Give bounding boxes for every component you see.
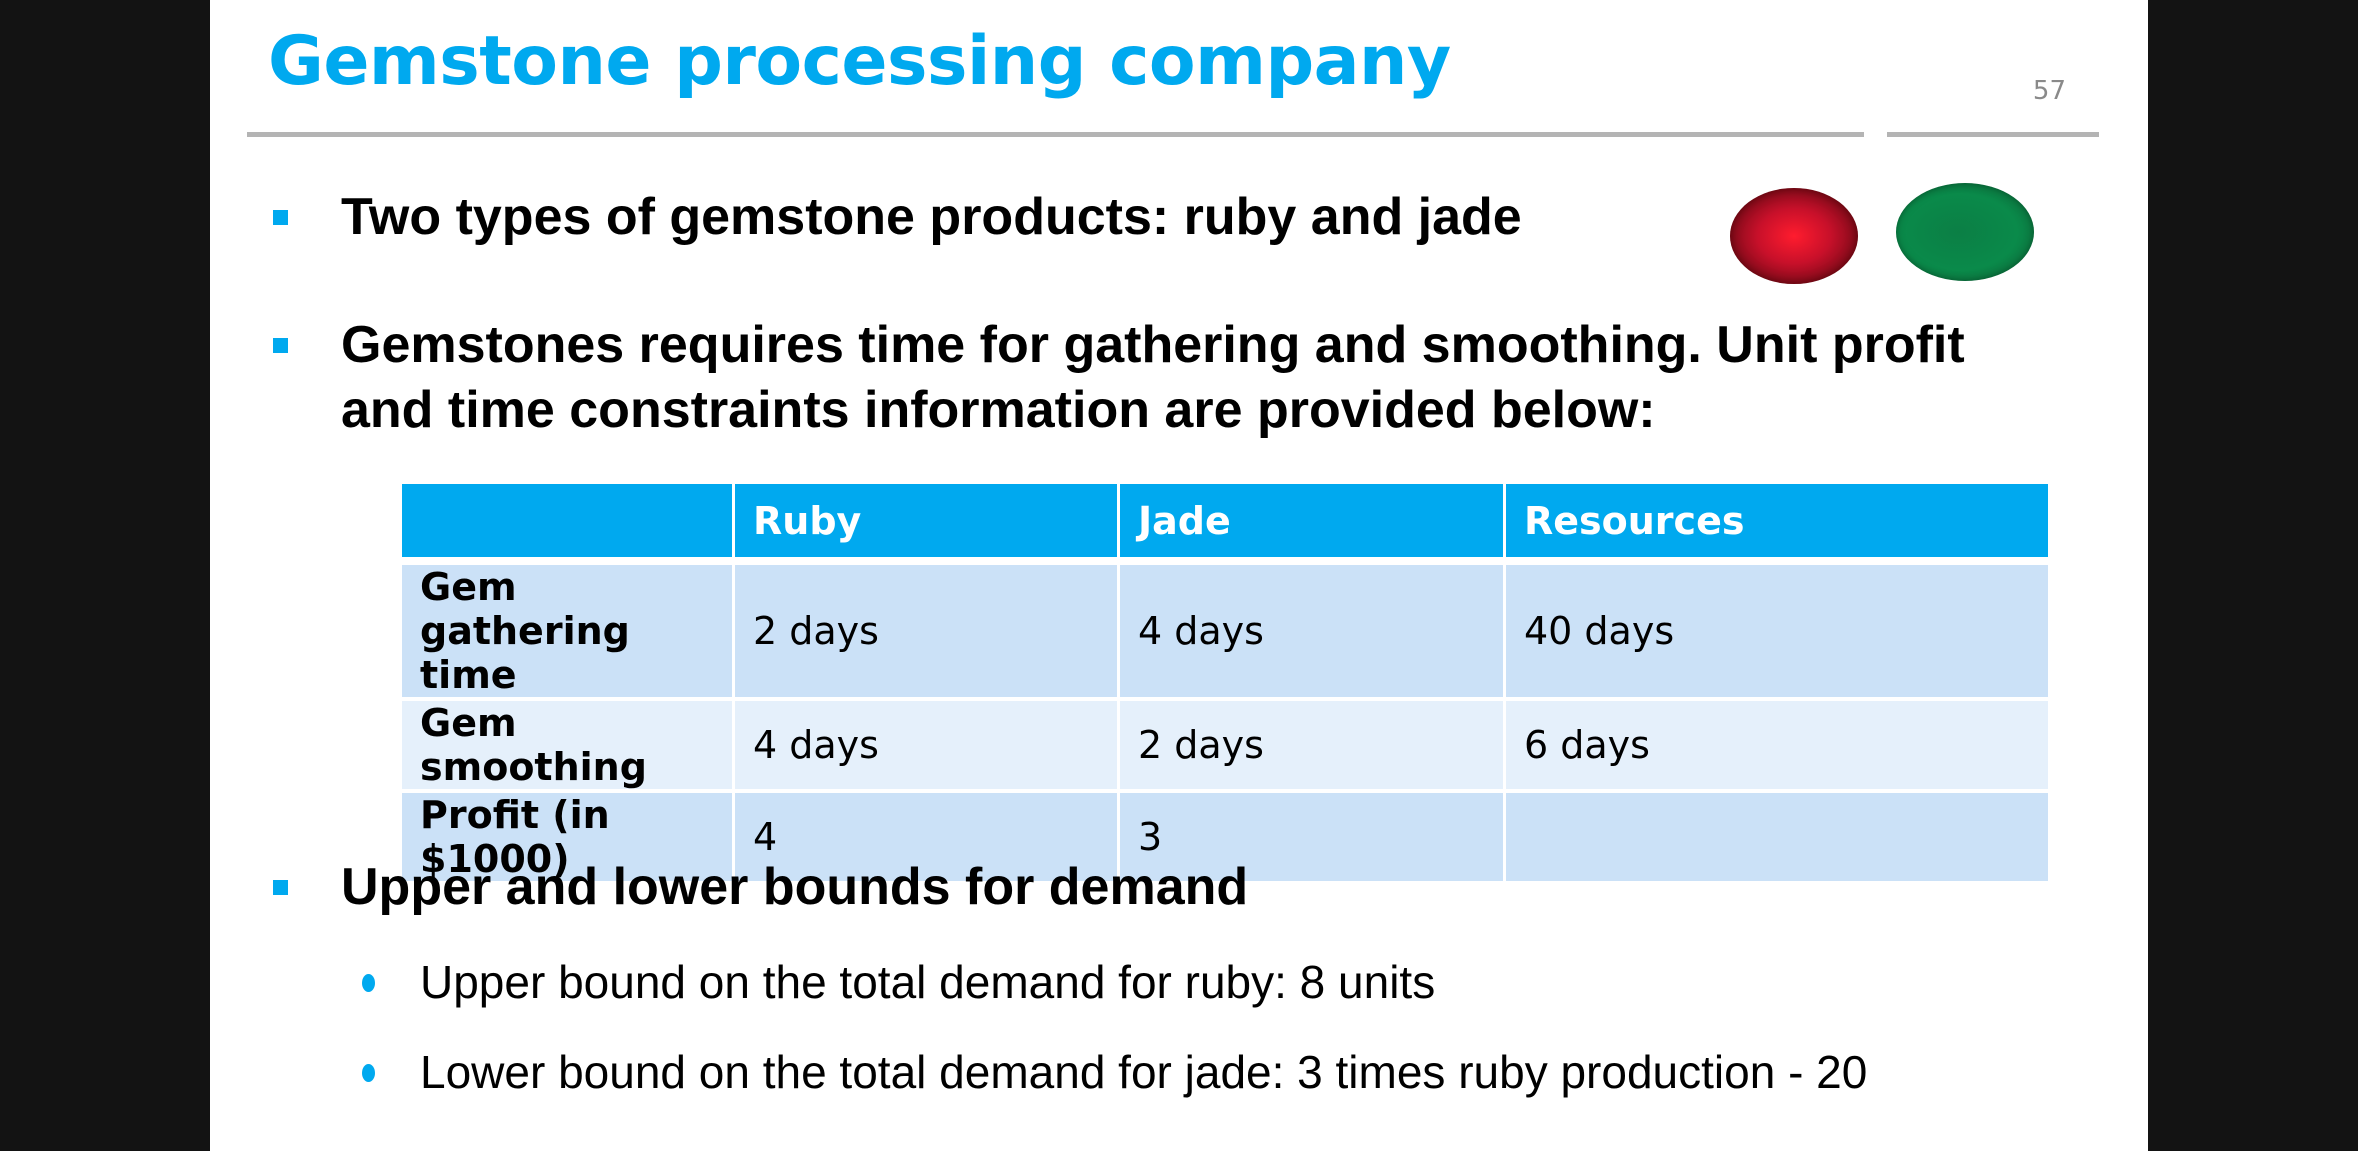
bullet-text: Upper and lower bounds for demand bbox=[341, 858, 1249, 916]
bullet-text-line-1: Gemstones requires time for gathering an… bbox=[341, 316, 1965, 374]
table-header-cell: Jade bbox=[1117, 484, 1505, 565]
table-cell: 3 bbox=[1117, 791, 1505, 885]
sub-bullet-text: Lower bound on the total demand for jade… bbox=[420, 1046, 1868, 1098]
table-header-row: Ruby Jade Resources bbox=[402, 484, 2048, 565]
table-row: Gem gathering time 2 days 4 days 40 days bbox=[402, 561, 2048, 701]
table-cell: 4 days bbox=[732, 699, 1119, 793]
table-header-cell: Resources bbox=[1503, 484, 2048, 565]
row-label: Gem gathering time bbox=[402, 561, 734, 701]
page-number: 57 bbox=[2032, 76, 2066, 106]
table-header-cell bbox=[402, 484, 734, 565]
ruby-gem-image bbox=[1730, 188, 1858, 284]
table-row: Gem smoothing 4 days 2 days 6 days bbox=[402, 699, 2048, 793]
square-bullet-icon bbox=[273, 880, 288, 895]
square-bullet-icon bbox=[273, 338, 288, 353]
dot-bullet-icon bbox=[362, 1064, 375, 1082]
table-cell: 6 days bbox=[1503, 699, 2048, 793]
dot-bullet-icon bbox=[362, 974, 375, 992]
title-divider bbox=[247, 132, 1864, 137]
slide: Gemstone processing company 57 Two types… bbox=[210, 0, 2148, 1151]
page-number-divider bbox=[1887, 132, 2099, 137]
sub-bullet-text: Upper bound on the total demand for ruby… bbox=[420, 956, 1436, 1008]
page-title: Gemstone processing company bbox=[268, 22, 1451, 101]
row-label: Profit (in $1000) bbox=[402, 791, 734, 885]
table-cell: 4 bbox=[732, 791, 1119, 885]
bullet-text: Two types of gemstone products: ruby and… bbox=[341, 188, 1522, 246]
jade-gem-image bbox=[1896, 183, 2034, 281]
row-label: Gem smoothing bbox=[402, 699, 734, 793]
table-cell: 4 days bbox=[1117, 561, 1505, 701]
gemstone-data-table: Ruby Jade Resources Gem gathering time 2… bbox=[402, 484, 2048, 885]
table-header-cell: Ruby bbox=[732, 484, 1119, 565]
bullet-text-line-2: and time constraints information are pro… bbox=[341, 381, 1656, 439]
square-bullet-icon bbox=[273, 210, 288, 225]
table-cell: 2 days bbox=[1117, 699, 1505, 793]
table-cell: 40 days bbox=[1503, 561, 2048, 701]
table-cell bbox=[1503, 791, 2048, 885]
table-row: Profit (in $1000) 4 3 bbox=[402, 791, 2048, 885]
table-cell: 2 days bbox=[732, 561, 1119, 701]
